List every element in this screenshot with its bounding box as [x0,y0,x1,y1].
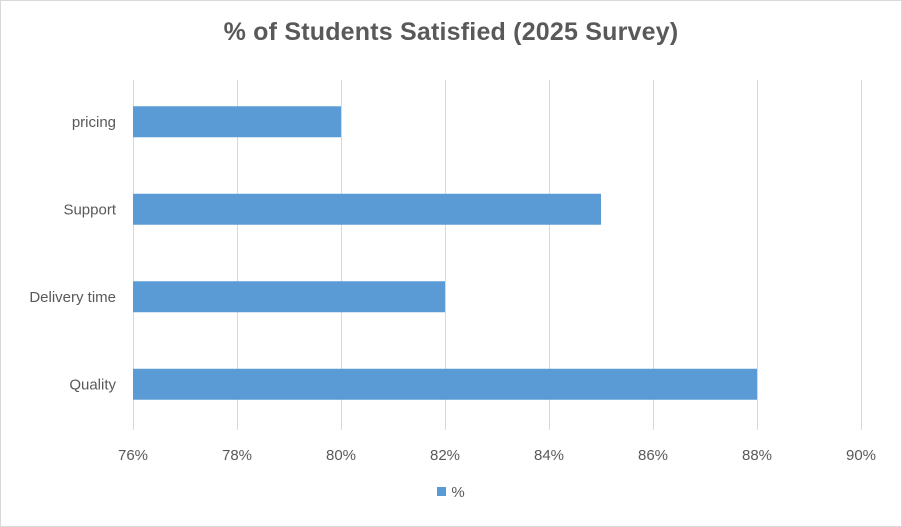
x-tick-label: 90% [846,447,876,464]
x-tick-label: 78% [222,447,252,464]
legend-swatch [437,487,447,496]
x-tick-labels: 76% 78% 80% 82% 84% 86% 88% 90% [118,447,876,464]
x-tick-label: 80% [326,447,356,464]
x-tick-label: 84% [534,447,564,464]
category-label: Delivery time [29,289,116,306]
x-tick-label: 82% [430,447,460,464]
x-tick-label: 86% [638,447,668,464]
category-labels: pricing Support Delivery time Quality [29,114,117,394]
x-tick-label: 76% [118,447,148,464]
legend: % [0,484,902,501]
bar-delivery-time [133,281,445,313]
legend-label: % [451,484,465,501]
chart-title: % of Students Satisfied (2025 Survey) [223,18,679,46]
bar-pricing [133,106,341,138]
bar-support [133,193,601,225]
bars [133,106,757,400]
category-label: Quality [69,376,116,393]
category-label: pricing [72,114,116,131]
category-label: Support [63,201,116,218]
bar-quality [133,368,757,400]
x-tick-label: 88% [742,447,772,464]
